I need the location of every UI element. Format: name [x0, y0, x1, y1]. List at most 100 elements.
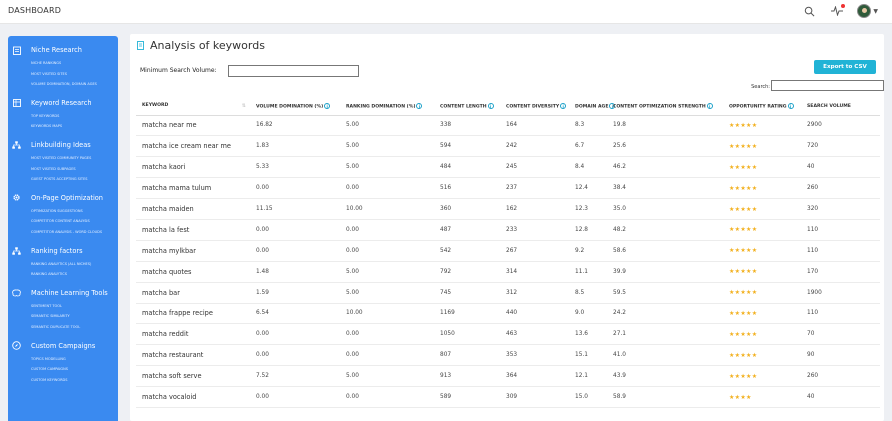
sidebar-item[interactable]: COMPETITOR CONTENT ANALYSIS — [31, 219, 90, 224]
sidebar-item[interactable]: SEMANTIC DUPLICATE TOOL — [31, 324, 81, 329]
sidebar-item[interactable]: MOST VISITED SITES — [31, 71, 67, 76]
cell-strength: 58.6 — [607, 240, 723, 262]
column-header[interactable]: OPPORTUNITY RATING i — [723, 98, 801, 116]
sidebar-section-title: Linkbuilding Ideas — [31, 140, 91, 149]
table-row[interactable]: matcha near me 16.82 5.00 338 164 8.3 19.8 ★★★★… — [136, 115, 880, 137]
opportunity-rating: ★★★★★ — [723, 303, 801, 325]
cell-rank-dom: 10.00 — [340, 198, 434, 220]
cell-diversity: 312 — [500, 282, 569, 304]
sidebar-section-header[interactable]: Ranking factors — [8, 243, 118, 259]
star-rating-icon: ★★★★★ — [729, 184, 758, 192]
cell-vol-dom: 6.54 — [250, 303, 340, 325]
cell-age: 9.0 — [569, 303, 607, 325]
table-body: matcha near me 16.82 5.00 338 164 8.3 19.8 ★★★★… — [136, 115, 880, 408]
table-row[interactable]: matcha kaori 5.33 5.00 484 245 8.4 46.2 ★★★★★ 40 — [136, 156, 880, 179]
cell-strength: 46.2 — [607, 156, 723, 179]
info-icon[interactable]: i — [487, 103, 494, 109]
sidebar-item[interactable]: NICHE RANKINGS — [31, 61, 62, 65]
column-header[interactable]: KEYWORD ⇅ — [136, 98, 250, 116]
sidebar-section-header[interactable]: Linkbuilding Ideas — [8, 137, 118, 153]
sidebar-item[interactable]: MOST VISITED SUBPAGES — [31, 166, 76, 171]
info-icon[interactable]: i — [560, 103, 567, 109]
star-rating-icon: ★★★★★ — [729, 351, 758, 359]
table-row[interactable]: matcha soft serve 7.52 5.00 913 364 12.1 43.9 ★… — [136, 365, 880, 388]
info-icon[interactable]: i — [416, 103, 423, 109]
sidebar-item[interactable]: COMPETITOR ANALYSIS - WORD CLOUDS — [31, 229, 103, 234]
sitemap-icon — [12, 140, 21, 149]
cell-volume: 1900 — [801, 282, 880, 304]
cell-diversity: 267 — [500, 240, 569, 262]
sidebar-item[interactable]: RANKING ANALYTICS (ALL NICHES) — [31, 261, 92, 266]
table-row[interactable]: matcha vocaloid 0.00 0.00 589 309 15.0 58.9 ★★★… — [136, 386, 880, 408]
opportunity-rating: ★★★★★ — [723, 115, 801, 137]
cell-vol-dom: 1.59 — [250, 282, 340, 304]
table-row[interactable]: matcha restaurant 0.00 0.00 807 353 15.1 41.0 ★… — [136, 344, 880, 367]
sidebar-section-title: Machine Learning Tools — [31, 288, 108, 297]
sidebar-item[interactable]: TOP KEYWORDS — [31, 113, 60, 118]
sidebar-item[interactable]: TOPICS MODELLING — [31, 356, 66, 361]
column-header[interactable]: CONTENT DIVERSITY i — [500, 98, 569, 116]
info-icon[interactable]: i — [787, 103, 794, 109]
column-header[interactable]: VOLUME DOMINATION (%) i — [250, 98, 340, 116]
sidebar-item[interactable]: SENTIMENT TOOL — [31, 303, 62, 308]
column-header[interactable]: SEARCH VOLUME — [801, 98, 880, 116]
info-icon[interactable]: i — [324, 103, 331, 109]
cell-volume: 260 — [801, 177, 880, 200]
cell-keyword: matcha frappe recipe — [136, 303, 250, 325]
column-header[interactable]: CONTENT OPTIMIZATION STRENGTH i — [607, 98, 723, 116]
cell-keyword: matcha quotes — [136, 261, 250, 283]
sort-icon[interactable]: ⇅ — [241, 103, 246, 110]
search-icon[interactable] — [801, 3, 817, 19]
sidebar-section-header[interactable]: Machine Learning Tools — [8, 285, 118, 301]
sidebar-item[interactable]: CUSTOM CAMPAIGNS — [31, 367, 68, 372]
min-volume-input[interactable] — [228, 65, 359, 77]
sidebar-section-header[interactable]: Custom Campaigns — [8, 338, 118, 354]
cell-rank-dom: 0.00 — [340, 177, 434, 200]
export-csv-button[interactable]: Export to CSV — [814, 60, 876, 74]
cell-length: 1169 — [434, 303, 500, 325]
table-row[interactable]: matcha quotes 1.48 5.00 792 314 11.1 39.9 ★★★★★… — [136, 261, 880, 283]
table-row[interactable]: matcha bar 1.59 5.00 745 312 8.5 59.5 ★★★★★ 1900 — [136, 282, 880, 304]
table-row[interactable]: matcha ice cream near me 1.83 5.00 594 242 6.… — [136, 135, 880, 158]
column-header[interactable]: RANKING DOMINATION (%) i — [340, 98, 434, 116]
search-input[interactable] — [771, 80, 884, 91]
sidebar-item[interactable]: VOLUME DOMINATION, DOMAIN AGES — [31, 82, 97, 87]
sidebar-section-header[interactable]: On-Page Optimization — [8, 190, 118, 206]
cell-length: 487 — [434, 219, 500, 241]
page-heading: Analysis of keywords — [150, 39, 265, 52]
cell-length: 792 — [434, 261, 500, 283]
table-row[interactable]: matcha maiden 11.15 10.00 360 162 12.3 35.0 ★★★… — [136, 198, 880, 220]
cell-volume: 70 — [801, 323, 880, 346]
opportunity-rating: ★★★★★ — [723, 282, 801, 304]
page-title: DASHBOARD — [8, 6, 62, 15]
sidebar-item[interactable]: RANKING ANALYTICS — [31, 272, 67, 277]
sidebar-section-header[interactable]: Niche Research — [8, 42, 118, 58]
sidebar-item[interactable]: GUEST POSTS ACCEPTING SITES — [31, 177, 88, 182]
column-header-label: CONTENT DIVERSITY — [506, 104, 560, 110]
user-menu[interactable]: ▼ — [857, 4, 878, 18]
sidebar-section-header[interactable]: Keyword Research — [8, 95, 118, 111]
cell-vol-dom: 16.82 — [250, 115, 340, 137]
table-row[interactable]: matcha mama tulum 0.00 0.00 516 237 12.4 38.4 ★… — [136, 177, 880, 200]
sidebar-item[interactable]: SEMANTIC SIMILARITY — [31, 314, 70, 319]
table-row[interactable]: matcha la fest 0.00 0.00 487 233 12.8 48.2 ★★★★… — [136, 219, 880, 241]
column-header[interactable]: DOMAIN AGE i — [569, 98, 616, 116]
sidebar-item[interactable]: KEYWORDS MAPS — [31, 124, 63, 129]
sidebar-item[interactable]: MOST VISITED COMMUNITY PAGES — [31, 155, 92, 160]
cell-vol-dom: 1.83 — [250, 135, 340, 158]
opportunity-rating: ★★★★★ — [723, 177, 801, 200]
column-header[interactable]: CONTENT LENGTH i — [434, 98, 500, 116]
table-row[interactable]: matcha reddit 0.00 0.00 1050 463 13.6 27.1 ★★★★… — [136, 323, 880, 346]
cell-vol-dom: 5.33 — [250, 156, 340, 179]
sidebar-item[interactable]: OPTIMIZATION SUGGESTIONS — [31, 208, 83, 213]
table-row[interactable]: matcha mylkbar 0.00 0.00 542 267 9.2 58.6 ★★★★★… — [136, 240, 880, 262]
info-icon[interactable]: i — [706, 103, 713, 109]
sidebar-item[interactable]: CUSTOM KEYWORDS — [31, 377, 68, 382]
table-row[interactable]: matcha frappe recipe 6.54 10.00 1169 440 9.0 2… — [136, 303, 880, 325]
cell-rank-dom: 5.00 — [340, 282, 434, 304]
cell-length: 1050 — [434, 323, 500, 346]
cell-diversity: 353 — [500, 344, 569, 367]
cell-age: 15.0 — [569, 386, 607, 408]
activity-icon[interactable] — [829, 3, 846, 19]
main-card: Analysis of keywords Minimum Search Volu… — [130, 34, 884, 421]
